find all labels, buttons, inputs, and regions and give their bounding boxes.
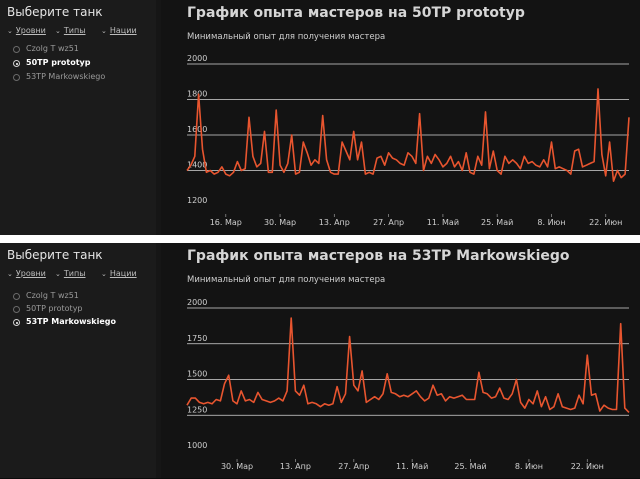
y-tick-label: 1750 [187,334,207,343]
panel-50tp: Выберите танк ⌄ Уровни ⌄ Типы ⌄ Нации Czolg… [0,0,640,235]
x-tick-label: 16. Мар [210,218,242,227]
tank-option-czolg[interactable]: Czolg T wz51 [13,44,79,53]
tank-option-53tp[interactable]: 53TP Markowskiego [13,72,105,81]
filter-nations[interactable]: ⌄ Нации [101,26,137,35]
y-tick-label: 1400 [187,161,207,170]
x-tick-label: 8. Июн [515,462,543,471]
y-tick-label: 1000 [187,441,207,450]
chart-subtitle: Минимальный опыт для получения мастера [187,275,386,285]
radio-selected-icon [13,319,20,326]
chevron-down-icon: ⌄ [101,270,107,278]
tank-option-label: Czolg T wz51 [26,44,79,53]
x-tick-label: 11. Май [427,218,459,227]
chart-title: График опыта мастеров на 50TP prototyp [187,5,525,21]
x-tick-label: 27. Апр [338,462,369,471]
tank-option-label: 50TP prototyp [26,58,91,67]
x-tick-label: 11. Май [396,462,428,471]
x-tick-label: 22. Июн [571,462,604,471]
tank-option-50tp[interactable]: 50TP prototyp [13,304,83,313]
chart-subtitle: Минимальный опыт для получения мастера [187,32,386,42]
tank-option-czolg[interactable]: Czolg T wz51 [13,291,79,300]
radio-selected-icon [13,60,20,67]
y-tick-label: 1800 [187,90,207,99]
filter-nations-label: Нации [109,269,137,278]
sidebar-title: Выберите танк [7,5,103,19]
chevron-down-icon: ⌄ [7,270,13,278]
radio-icon [13,293,20,300]
filter-tiers-label: Уровни [15,269,46,278]
x-tick-label: 30. Мар [264,218,296,227]
x-tick-label: 27. Апр [373,218,404,227]
chart-area: График опыта мастеров на 50TP prototyp М… [161,0,640,235]
radio-icon [13,306,20,313]
radio-icon [13,46,20,53]
filter-nations-label: Нации [109,26,137,35]
y-tick-label: 2000 [187,54,207,63]
chevron-down-icon: ⌄ [7,27,13,35]
x-tick-label: 22. Июн [589,218,622,227]
series-line [186,317,630,413]
sidebar-title: Выберите танк [7,248,103,262]
y-tick-label: 1500 [187,370,207,379]
filter-types-label: Типы [63,269,86,278]
filter-types-label: Типы [63,26,86,35]
tank-selector-sidebar: Выберите танк ⌄ Уровни ⌄ Типы ⌄ Нации Czolg… [0,243,156,478]
radio-icon [13,74,20,81]
y-tick-label: 1200 [187,196,207,205]
x-tick-label: 25. Май [454,462,486,471]
tank-option-label: 50TP prototyp [26,304,83,313]
chevron-down-icon: ⌄ [55,27,61,35]
chart-title: График опыта мастеров на 53TP Markowskie… [187,248,570,264]
tank-option-label: 53TP Markowskiego [26,72,106,81]
filter-tiers-label: Уровни [15,26,46,35]
chevron-down-icon: ⌄ [55,270,61,278]
filter-tiers[interactable]: ⌄ Уровни [7,269,46,278]
screenshot-separator [0,235,640,243]
filter-types[interactable]: ⌄ Типы [55,26,86,35]
y-tick-label: 1250 [187,405,207,414]
x-tick-label: 30. Мар [221,462,253,471]
tank-option-53tp[interactable]: 53TP Markowskiego [13,317,116,326]
tank-option-label: Czolg T wz51 [26,291,79,300]
filter-nations[interactable]: ⌄ Нации [101,269,137,278]
panel-53tp: Выберите танк ⌄ Уровни ⌄ Типы ⌄ Нации Czolg… [0,243,640,478]
y-tick-label: 2000 [187,298,207,307]
tank-option-label: 53TP Markowskiego [26,317,117,326]
filter-tiers[interactable]: ⌄ Уровни [7,26,46,35]
x-tick-label: 8. Июн [537,218,565,227]
x-tick-label: 13. Апр [280,462,311,471]
line-chart: 1000 1250 1500 1750 2000 30. Мар 13. Апр 27. Ап… [186,298,630,471]
x-tick-label: 25. Май [481,218,513,227]
x-tick-label: 13. Апр [319,218,350,227]
tank-selector-sidebar: Выберите танк ⌄ Уровни ⌄ Типы ⌄ Нации Czolg… [0,0,156,235]
filter-types[interactable]: ⌄ Типы [55,269,86,278]
chart-area: График опыта мастеров на 53TP Markowskie… [161,243,640,478]
chevron-down-icon: ⌄ [101,27,107,35]
series-line [186,88,630,182]
tank-option-50tp[interactable]: 50TP prototyp [13,58,91,67]
